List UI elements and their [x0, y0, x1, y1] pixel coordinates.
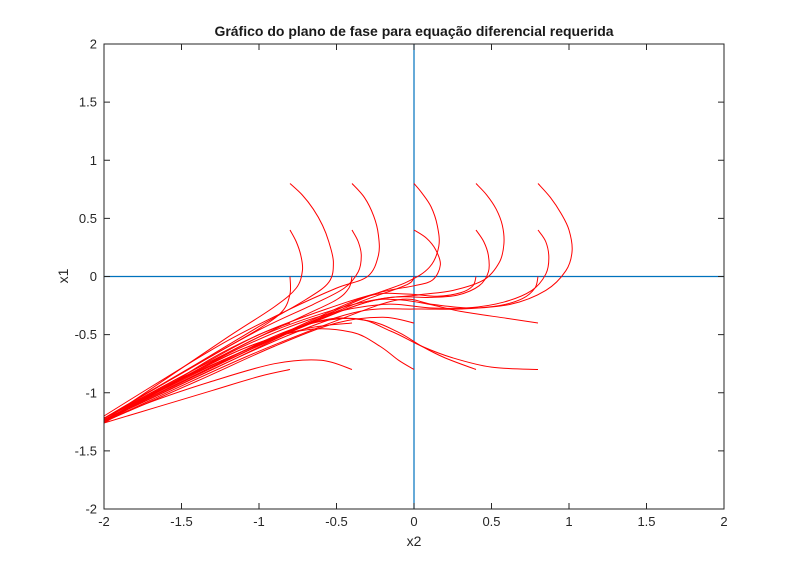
axis-ticks: -2 -1.5 -1 -0.5 0 0.5 1 1.5 2 -2 -1.5 -1 -0.5 0 0.5 1 1.… — [75, 37, 728, 530]
trajectory-line-11 — [103, 276, 292, 419]
trajectory-line-10 — [103, 229, 550, 422]
x-tick-label: -2 — [98, 514, 110, 529]
y-tick-label: 1 — [90, 153, 97, 168]
x-tick-label: -1 — [253, 514, 265, 529]
trajectory-line-8 — [103, 229, 441, 419]
trajectory-line-24 — [103, 317, 539, 422]
trajectory-line-22 — [103, 328, 415, 422]
trajectory-line-19 — [103, 298, 539, 422]
x-tick-label: 1 — [565, 514, 572, 529]
trajectory-line-20 — [103, 369, 291, 424]
x-tick-label: -0.5 — [325, 514, 347, 529]
x-tick-label: 2 — [720, 514, 727, 529]
y-tick-label: 0.5 — [79, 211, 97, 226]
x-tick-label: 0.5 — [482, 514, 500, 529]
y-tick-label: -0.5 — [75, 327, 97, 342]
trajectory-line-5 — [103, 183, 573, 422]
trajectory-line-18 — [103, 316, 415, 423]
trajectory-line-15 — [103, 276, 539, 423]
x-tick-label: -1.5 — [170, 514, 192, 529]
trajectory-line-6 — [103, 229, 304, 422]
y-tick-label: -1.5 — [75, 443, 97, 458]
trajectory-line-1 — [103, 183, 334, 419]
y-tick-label: -2 — [85, 502, 97, 517]
y-tick-label: -1 — [85, 385, 97, 400]
y-axis-label: x1 — [55, 268, 71, 283]
trajectory-line-21 — [103, 359, 353, 423]
chart-title: Gráfico do plano de fase para equação di… — [214, 23, 613, 39]
x-tick-label: 1.5 — [637, 514, 655, 529]
x-axis-label: x2 — [407, 533, 422, 549]
y-tick-label: 1.5 — [79, 95, 97, 110]
trajectory-line-2 — [103, 183, 380, 417]
y-tick-label: 2 — [90, 37, 97, 52]
y-tick-label: 0 — [90, 269, 97, 284]
trajectory-line-12 — [103, 276, 353, 419]
trajectory-line-14 — [103, 276, 477, 420]
trajectory-curves — [103, 183, 573, 424]
x-tick-label: 0 — [410, 514, 417, 529]
